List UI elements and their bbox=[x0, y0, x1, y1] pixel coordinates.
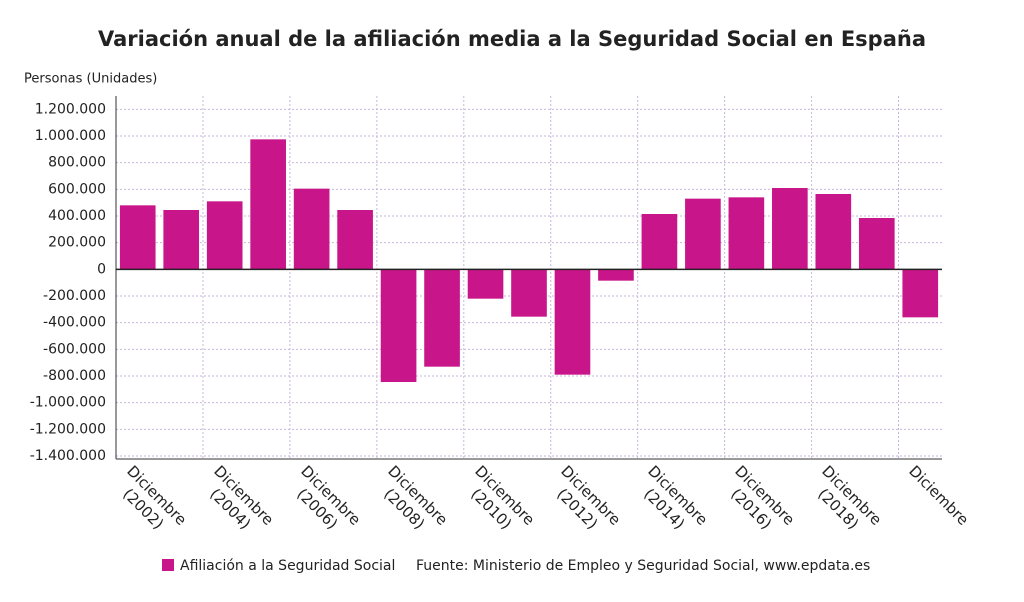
y-axis-label: Personas (Unidades) bbox=[24, 72, 157, 87]
bar bbox=[902, 269, 939, 318]
bar bbox=[206, 201, 243, 270]
bar bbox=[511, 269, 547, 317]
bar bbox=[380, 269, 417, 382]
y-tick-label: 400.000 bbox=[48, 208, 106, 224]
y-tick-label: 1.200.000 bbox=[35, 101, 106, 117]
source: Fuente: Ministerio de Empleo y Seguridad… bbox=[416, 558, 870, 574]
y-tick-label: -400.000 bbox=[43, 315, 106, 331]
y-tick-label: -1.200.000 bbox=[30, 421, 106, 437]
bar bbox=[163, 210, 200, 270]
y-tick-label: -1.000.000 bbox=[30, 395, 106, 411]
bar bbox=[554, 269, 591, 375]
y-tick-label: -200.000 bbox=[43, 288, 106, 304]
bar bbox=[685, 198, 721, 270]
y-tick-label: -600.000 bbox=[43, 341, 106, 357]
bar bbox=[293, 188, 330, 270]
y-tick-label: -1.400.000 bbox=[30, 448, 106, 464]
bar bbox=[119, 205, 156, 270]
legend-swatch bbox=[162, 559, 174, 571]
bar bbox=[598, 269, 634, 281]
bar bbox=[815, 194, 852, 270]
bar bbox=[467, 269, 504, 299]
y-tick-label: 800.000 bbox=[48, 155, 106, 171]
y-tick-label: 200.000 bbox=[48, 235, 106, 251]
bar bbox=[641, 214, 678, 270]
y-tick-label: -800.000 bbox=[43, 368, 106, 384]
y-tick-label: 600.000 bbox=[48, 181, 106, 197]
chart-title: Variación anual de la afiliación media a… bbox=[98, 27, 926, 51]
bar bbox=[772, 188, 808, 270]
legend-label: Afiliación a la Seguridad Social bbox=[180, 558, 395, 574]
bar bbox=[858, 218, 895, 270]
y-tick-label: 1.000.000 bbox=[35, 128, 106, 144]
bar bbox=[337, 210, 373, 270]
y-tick-label: 0 bbox=[97, 261, 106, 277]
bar bbox=[424, 269, 460, 367]
bar bbox=[728, 197, 765, 270]
bar bbox=[250, 139, 286, 270]
